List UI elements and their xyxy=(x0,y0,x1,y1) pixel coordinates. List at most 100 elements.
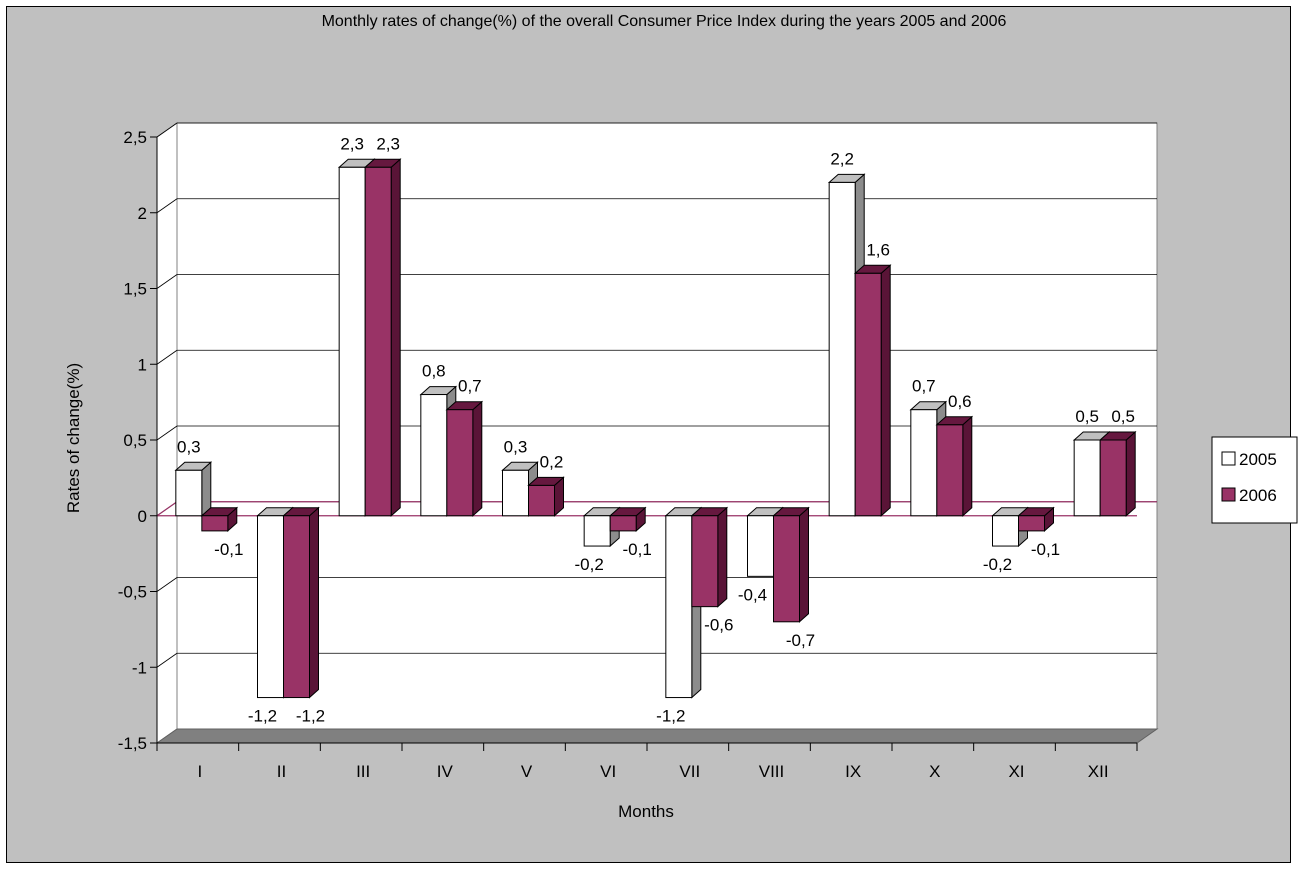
bar-2006 xyxy=(935,415,974,517)
data-label: -0,2 xyxy=(575,555,604,574)
data-label: 0,6 xyxy=(948,392,972,411)
legend: 2005 2006 xyxy=(1211,436,1298,524)
bar-2006 xyxy=(200,506,239,533)
gridline-side xyxy=(156,425,178,441)
bar-front xyxy=(583,515,611,547)
x-tick-label: V xyxy=(521,762,533,781)
bar-front xyxy=(773,515,800,623)
bar-side xyxy=(1125,430,1136,517)
data-label: 0,8 xyxy=(422,362,446,381)
bar-side xyxy=(880,264,891,517)
bar-front xyxy=(528,484,555,517)
bar-front xyxy=(364,166,392,517)
data-label: 0,3 xyxy=(177,437,201,456)
data-label: 0,7 xyxy=(912,377,936,396)
data-labels: 0,3 -0,1 -1,2 -1,2 2,3 2,3 0,8 0,7 0,3 0,2 -0,2 -0,… xyxy=(177,134,1135,725)
data-label: -0,6 xyxy=(704,616,733,635)
bar-front xyxy=(691,515,719,608)
data-label: -1,2 xyxy=(248,707,277,726)
data-label: -0,1 xyxy=(623,540,652,559)
data-label: -0,2 xyxy=(983,555,1012,574)
bar-front xyxy=(1073,439,1101,517)
data-label: -1,2 xyxy=(656,707,685,726)
zero-line-side xyxy=(156,501,178,517)
gridline-side xyxy=(156,349,178,365)
bar-front xyxy=(854,272,882,517)
y-tick-label: 1,5 xyxy=(123,280,147,299)
bar-front xyxy=(828,181,856,517)
gridline-side xyxy=(156,652,178,668)
bar-front xyxy=(1018,515,1045,532)
bar-front xyxy=(609,515,637,532)
bar-front xyxy=(446,409,474,517)
bar-side xyxy=(799,506,809,623)
gridline-side xyxy=(156,198,178,214)
x-axis-title: Months xyxy=(618,802,674,821)
bar-front xyxy=(910,409,938,517)
data-label: -1,2 xyxy=(296,707,325,726)
y-tick-label: -1,5 xyxy=(118,734,147,753)
x-tick-label: III xyxy=(356,762,370,781)
data-label: 2,3 xyxy=(376,134,400,153)
bar-2006 xyxy=(853,264,892,517)
x-tick-label: I xyxy=(197,762,202,781)
x-tick-label: II xyxy=(277,762,286,781)
legend-label-2006: 2006 xyxy=(1239,486,1277,505)
x-tick-label: XI xyxy=(1008,762,1024,781)
bar-side xyxy=(201,461,212,517)
x-tick-label: VIII xyxy=(759,762,785,781)
bar-2006 xyxy=(282,506,320,699)
bar-front xyxy=(283,515,310,699)
bar-front xyxy=(1099,439,1127,517)
bar-2006 xyxy=(1017,506,1055,533)
data-label: 2,2 xyxy=(830,149,854,168)
data-label: 0,5 xyxy=(1075,407,1099,426)
data-label: 0,5 xyxy=(1111,407,1135,426)
bar-side xyxy=(962,415,973,517)
x-tick-label: VII xyxy=(679,762,700,781)
y-tick-label: 2,5 xyxy=(123,128,147,147)
data-label: 0,3 xyxy=(504,437,528,456)
bar-2006 xyxy=(690,506,729,608)
chart-title: Monthly rates of change(%) of the overal… xyxy=(322,13,1007,30)
data-label: -0,1 xyxy=(214,540,243,559)
bar-front xyxy=(257,515,284,699)
data-label: -0,1 xyxy=(1031,540,1060,559)
bar-front xyxy=(936,424,964,517)
bar-2006 xyxy=(445,400,484,517)
data-label: -0,7 xyxy=(786,631,815,650)
bar-side xyxy=(390,158,401,517)
gridline-side xyxy=(156,274,178,289)
y-tick-label: 2 xyxy=(138,204,147,223)
bar-side xyxy=(472,400,483,517)
bar-2006 xyxy=(1098,430,1137,517)
bars xyxy=(174,158,1137,699)
data-label: 2,3 xyxy=(340,134,364,153)
y-tick-label: 1 xyxy=(138,355,147,374)
y-tick-label: 0 xyxy=(138,507,147,526)
bar-2005 xyxy=(174,461,213,517)
bar-2006 xyxy=(608,506,647,533)
x-tick-label: XII xyxy=(1088,762,1109,781)
legend-box xyxy=(1211,436,1298,524)
legend-swatch-2005 xyxy=(1221,451,1236,466)
data-label: -0,4 xyxy=(738,585,767,604)
floor xyxy=(155,728,1159,744)
bar-side xyxy=(717,506,728,608)
bar-side xyxy=(309,506,319,699)
y-tick-label: 0,5 xyxy=(123,431,147,450)
data-label: 0,2 xyxy=(540,452,564,471)
legend-label-2005: 2005 xyxy=(1239,450,1277,469)
bar-2006 xyxy=(527,476,565,517)
bar-front xyxy=(420,394,448,517)
bar-front xyxy=(502,469,529,517)
x-tick-label: VI xyxy=(600,762,616,781)
y-tick-label: -1 xyxy=(132,658,147,677)
bar-2006 xyxy=(363,158,402,517)
y-tick-label: -0,5 xyxy=(118,583,147,602)
bar-front xyxy=(175,469,203,517)
bar-2006 xyxy=(772,506,810,623)
bar-front xyxy=(338,166,366,517)
